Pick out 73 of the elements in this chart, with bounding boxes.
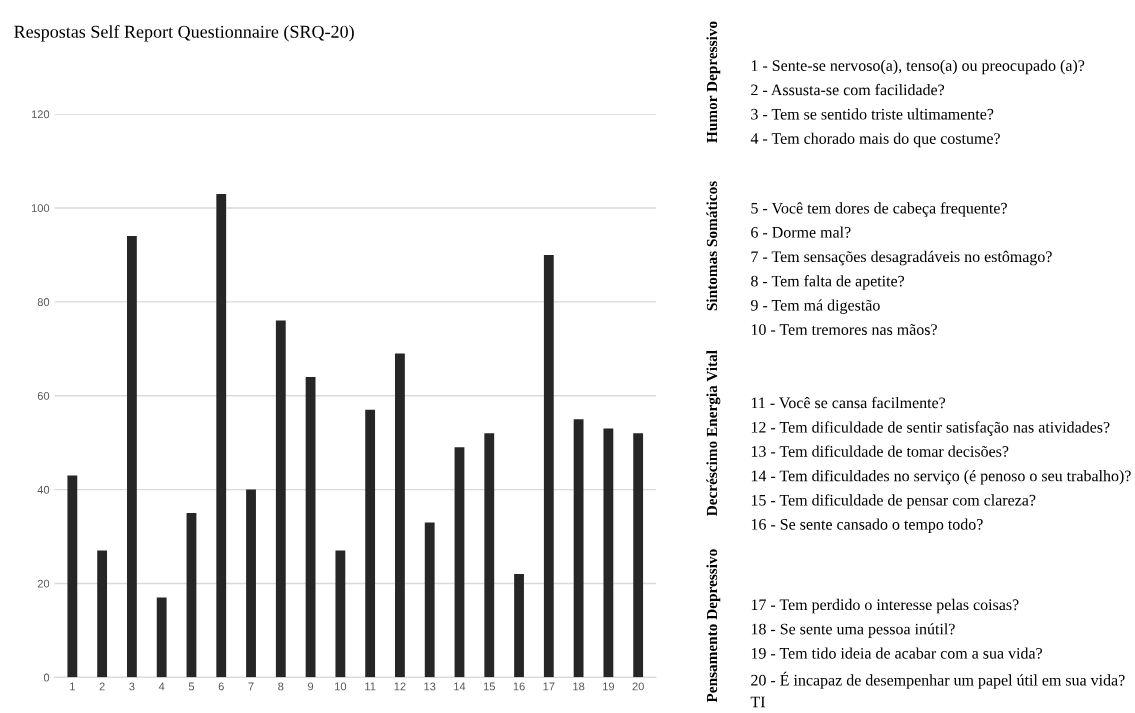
x-tick-label: 8 — [278, 682, 284, 691]
text: Pensamento Depressivo — [706, 549, 721, 703]
bar — [246, 489, 256, 678]
x-tick-label: 9 — [308, 682, 314, 691]
bar — [424, 522, 435, 678]
text: 7 - Tem sensações desagradáveis no estômago? — [751, 250, 1052, 266]
text: 8 - Tem falta de apetite? — [751, 275, 905, 290]
bar — [275, 320, 286, 678]
y-tick-label: 40 — [37, 485, 50, 494]
y-tick-label: 0 — [43, 673, 50, 682]
x-tick-label: 19 — [603, 682, 615, 691]
x-tick-label: 3 — [129, 682, 135, 691]
text: 3 - Tem se sentido triste ultimamente? — [751, 108, 994, 120]
text: 9 - Tem má digestão — [750, 299, 880, 314]
y-tick-label: 80 — [37, 298, 50, 306]
text: 14 - Tem dificuldades no serviço (é penoso o seu trabalho)? — [751, 469, 1131, 485]
bar — [97, 550, 108, 678]
bar — [305, 376, 316, 678]
bar — [335, 550, 346, 678]
x-tick-label: 17 — [543, 682, 555, 691]
y-tick-label: 120 — [31, 110, 50, 119]
x-tick-label: 16 — [513, 682, 525, 691]
x-tick-label: 14 — [454, 682, 466, 691]
bar — [216, 193, 227, 678]
bar — [395, 353, 405, 678]
y-tick-label: 60 — [37, 391, 50, 400]
text: 1 - Sente-se nervoso(a), tenso(a) ou preocupado (a)? — [751, 59, 1085, 75]
text: 12 - Tem dificuldade de sentir satisfação nas atividades? — [751, 421, 1110, 436]
text: Decréscimo Energia Vital — [706, 350, 721, 517]
text: 20 - É incapaz de desempenhar um papel útil em sua vida? — [751, 671, 1125, 689]
text: 4 - Tem chorado mais do que costume? — [750, 132, 1000, 148]
x-tick-label: 7 — [248, 682, 254, 691]
text: 19 - Tem tido ideia de acabar com a sua vida? — [751, 647, 1042, 659]
x-tick-label: 11 — [365, 682, 376, 691]
x-tick-label: 6 — [218, 682, 224, 691]
bar — [365, 409, 376, 678]
text: 18 - Se sente uma pessoa inútil? — [751, 623, 955, 638]
bar — [573, 419, 584, 678]
bar — [67, 475, 78, 678]
text: 17 - Tem perdido o interesse pelas coisas? — [751, 598, 1019, 614]
text: Humor Depressivo — [706, 21, 721, 143]
text: 2 - Assusta-se com facilidade? — [751, 83, 945, 96]
bar — [514, 574, 524, 678]
x-tick-label: 4 — [158, 682, 165, 691]
bar — [633, 433, 644, 678]
x-tick-label: 20 — [632, 682, 644, 691]
x-tick-label: 2 — [99, 682, 105, 691]
x-tick-label: 18 — [573, 682, 585, 691]
bar — [603, 428, 614, 678]
text: 13 - Tem dificuldade de tomar decisões? — [751, 445, 1009, 457]
x-tick-label: 13 — [424, 682, 436, 691]
bar — [484, 433, 495, 678]
chart-title: Respostas Self Report Questionnaire (SRQ-20) — [14, 24, 354, 42]
bar — [186, 513, 197, 678]
text: TI — [750, 696, 765, 708]
x-tick-label: 15 — [483, 682, 495, 691]
text: 15 - Tem dificuldade de pensar com clareza? — [751, 494, 1036, 509]
text: 5 - Você tem dores de cabeça frequente? — [751, 202, 1007, 217]
bar — [454, 447, 465, 678]
bar — [543, 254, 554, 678]
x-tick-label: 1 — [70, 682, 75, 691]
text: 10 - Tem tremores nas mãos? — [751, 324, 937, 336]
x-tick-label: 12 — [394, 682, 406, 691]
bar — [126, 236, 137, 678]
x-tick-label: 5 — [188, 682, 195, 691]
y-tick-label: 100 — [31, 204, 50, 213]
y-tick-label: 20 — [37, 579, 50, 588]
bar — [156, 597, 167, 678]
text: Sintomas Somáticos — [706, 181, 718, 311]
text: 6 - Dorme mal? — [751, 226, 851, 238]
text: 16 - Se sente cansado o tempo todo? — [751, 518, 983, 533]
x-tick-label: 10 — [335, 682, 347, 691]
text: 11 - Você se cansa facilmente? — [751, 396, 946, 409]
